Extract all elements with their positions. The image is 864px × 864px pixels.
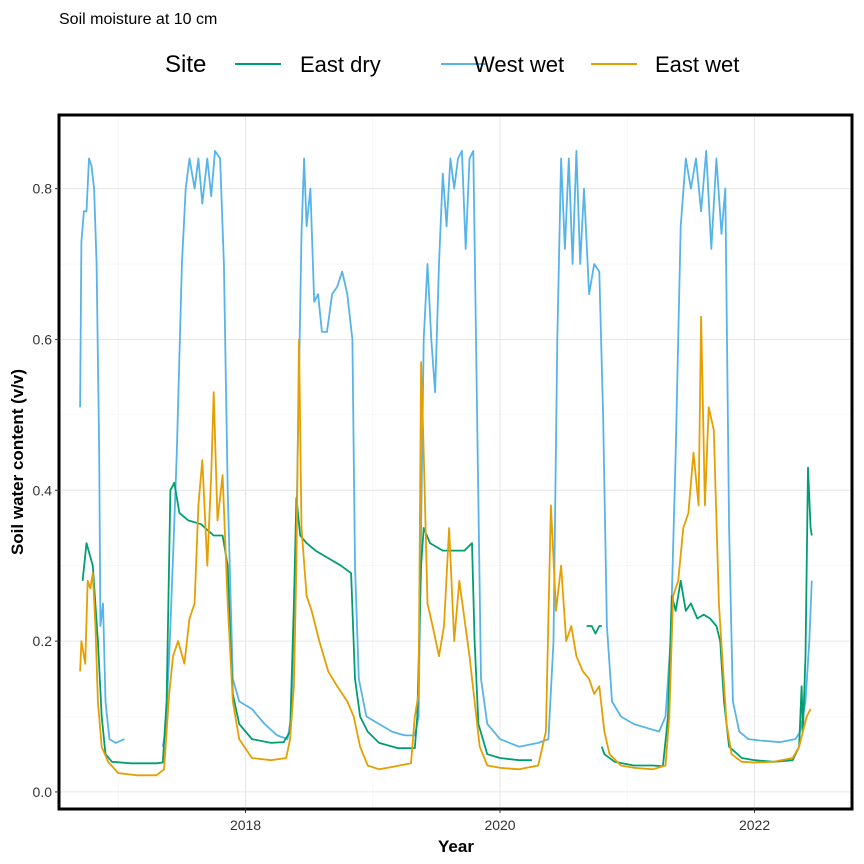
x-axis-title: Year: [438, 837, 474, 856]
x-tick-label: 2022: [739, 817, 770, 833]
legend: Site East dry West wet East wet: [165, 51, 739, 78]
y-axis: 0.0 0.2 0.4 0.6 0.8: [33, 181, 59, 800]
y-axis-title: Soil water content (v/v): [8, 369, 27, 555]
series-line-east-dry: [81, 481, 532, 765]
legend-label-east-dry: East dry: [300, 52, 381, 77]
x-axis: 2018 2020 2022: [230, 809, 770, 833]
series-line-west-wet: [79, 157, 125, 744]
plot-area: [79, 150, 813, 777]
y-tick-label: 0.4: [33, 482, 53, 498]
x-tick-label: 2018: [230, 817, 261, 833]
series-line-east-wet: [79, 315, 812, 777]
y-tick-label: 0.2: [33, 633, 53, 649]
y-tick-label: 0.0: [33, 784, 53, 800]
legend-title: Site: [165, 51, 206, 78]
legend-label-east-wet: East wet: [655, 52, 739, 77]
panel-border: [57, 113, 854, 811]
series-line-west-wet-segment-1: [161, 150, 813, 748]
grid: [61, 117, 850, 807]
x-tick-label: 2020: [484, 817, 515, 833]
series-line-east-dry-segment-2: [600, 466, 813, 768]
chart-title: Soil moisture at 10 cm: [59, 11, 217, 28]
y-tick-label: 0.8: [33, 181, 53, 197]
legend-label-west-wet: West wet: [474, 52, 564, 77]
y-tick-label: 0.6: [33, 331, 53, 347]
series-line-east-dry-segment-1: [586, 625, 602, 635]
